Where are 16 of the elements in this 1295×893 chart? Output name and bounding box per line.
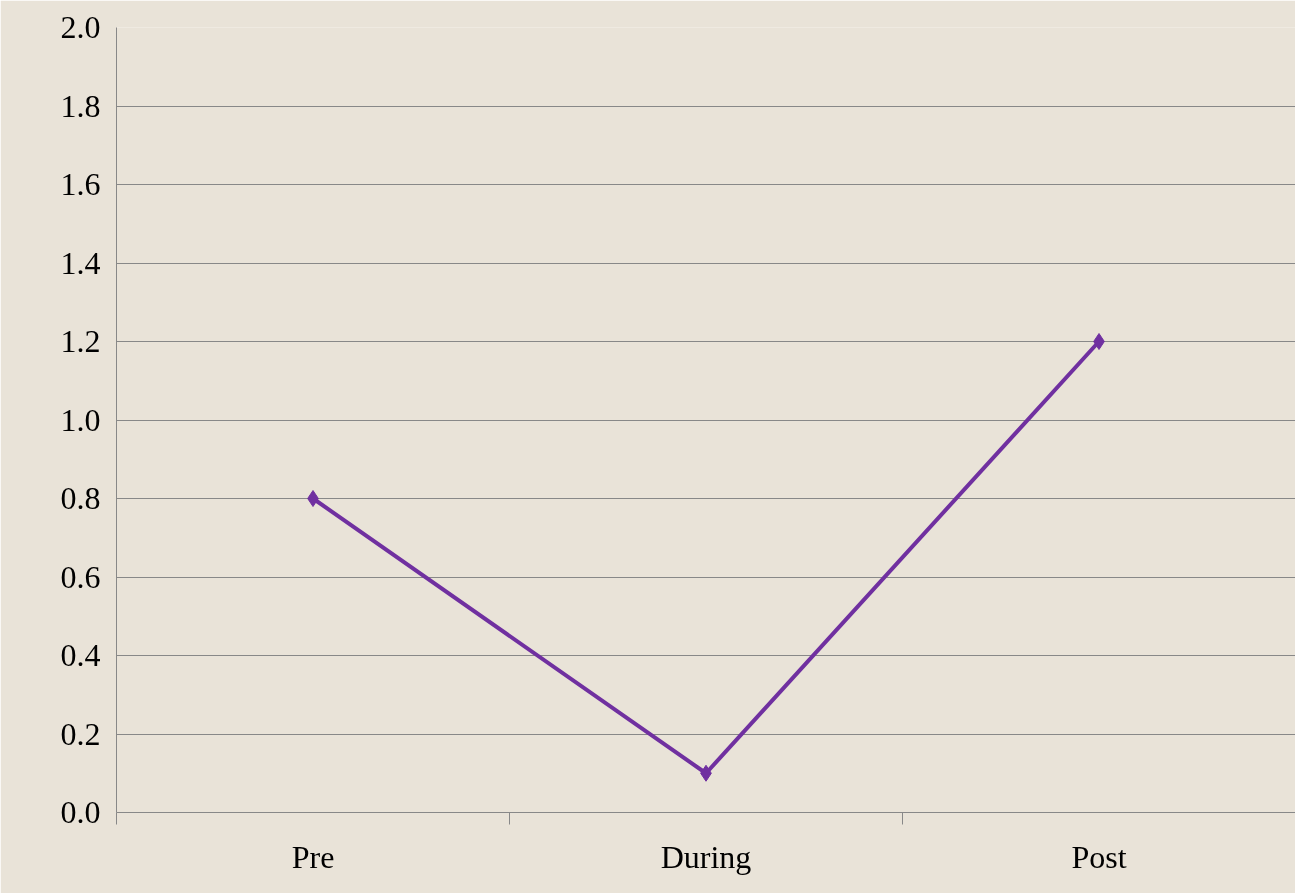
x-tick-label: Pre [291,838,335,875]
y-tick-label: 1.4 [60,244,101,281]
y-tick-label: 0.8 [60,480,101,516]
y-tick-label: 1.6 [60,166,101,202]
y-tick-label: 0.6 [60,558,101,595]
x-tick-label: Post [1071,838,1127,875]
y-tick-label: 1.2 [60,323,101,359]
point [307,490,319,507]
y-tick-label: 1.0 [60,401,101,438]
y-tick-label: 1.8 [60,87,101,124]
x-tick-label: During [660,838,752,875]
y-tick-label: 0.0 [60,794,101,830]
point [1093,333,1105,350]
y-tick-label: 0.2 [60,715,101,752]
y-tick-label: 0.4 [60,637,101,673]
y-tick-label: 2.0 [60,9,101,45]
